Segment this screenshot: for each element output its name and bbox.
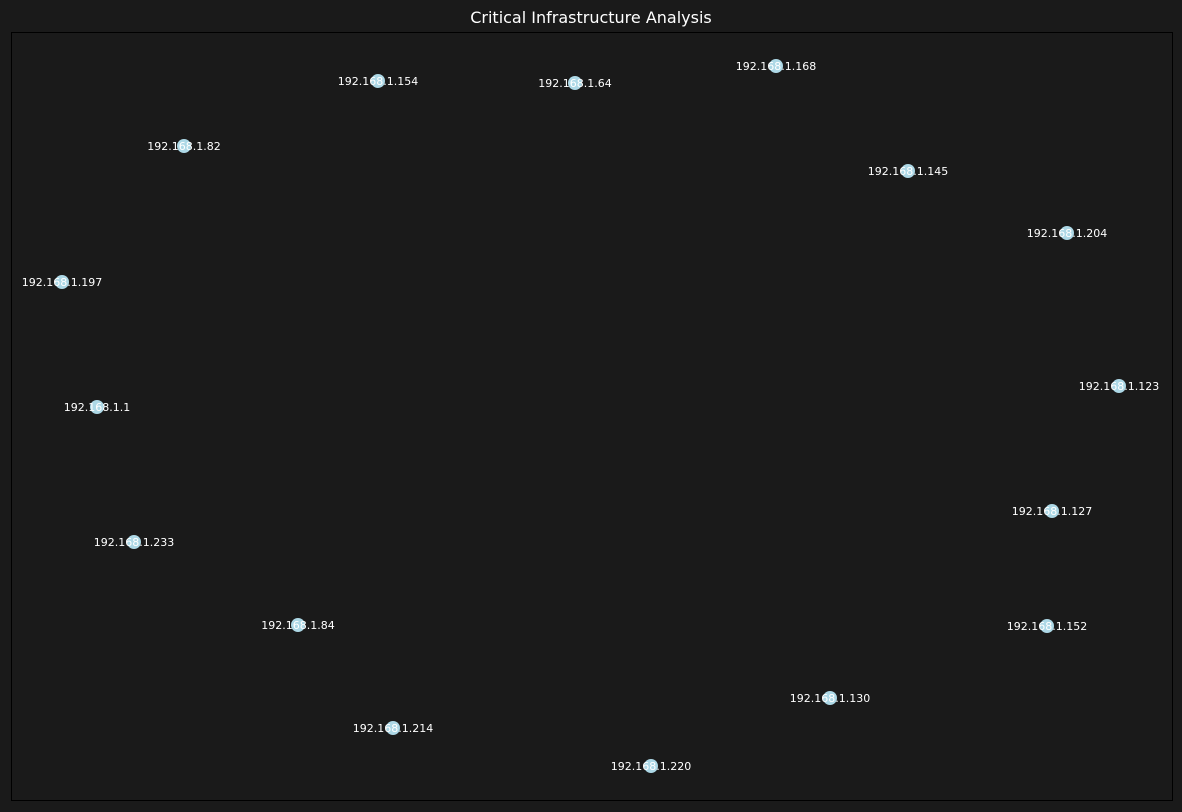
graph-node: 192.168.1.197 (22, 275, 102, 289)
graph-node: 192.168.1.64 (538, 76, 612, 90)
node-label: 192.168.1.233 (94, 536, 174, 549)
graph-node: 192.168.1.145 (868, 164, 948, 178)
graph-node: 192.168.1.220 (611, 759, 691, 773)
node-marker (1112, 379, 1126, 393)
node-marker (1040, 619, 1054, 633)
node-label: 192.168.1.123 (1079, 380, 1159, 393)
graph-node: 192.168.1.233 (94, 535, 174, 549)
node-marker (769, 59, 783, 73)
node-label: 192.168.1.130 (790, 692, 870, 705)
node-label: 192.168.1.145 (868, 165, 948, 178)
node-label: 192.168.1.84 (261, 619, 334, 632)
node-marker (371, 74, 385, 88)
graph-node: 192.168.1.127 (1012, 504, 1092, 518)
node-marker (823, 691, 837, 705)
node-label: 192.168.1.152 (1007, 620, 1087, 633)
plot-area (11, 32, 1173, 801)
node-label: 192.168.1.1 (64, 401, 130, 414)
node-marker (386, 721, 400, 735)
node-label: 192.168.1.64 (538, 77, 611, 90)
node-label: 192.168.1.214 (353, 722, 433, 735)
node-label: 192.168.1.154 (338, 75, 418, 88)
graph-node: 192.168.1.152 (1007, 619, 1087, 633)
node-label: 192.168.1.127 (1012, 505, 1092, 518)
node-marker (1060, 226, 1074, 240)
node-marker (291, 618, 305, 632)
diagram-title: Critical Infrastructure Analysis (470, 8, 712, 27)
node-marker (1045, 504, 1059, 518)
graph-node: 192.168.1.130 (790, 691, 870, 705)
node-label: 192.168.1.204 (1027, 227, 1107, 240)
graph-node: 192.168.1.1 (64, 400, 130, 414)
graph-node: 192.168.1.168 (736, 59, 816, 73)
graph-node: 192.168.1.123 (1079, 379, 1159, 393)
node-marker (177, 139, 191, 153)
node-marker (55, 275, 69, 289)
node-marker (901, 164, 915, 178)
node-label: 192.168.1.197 (22, 276, 102, 289)
node-marker (568, 76, 582, 90)
graph-node: 192.168.1.154 (338, 74, 418, 88)
node-label: 192.168.1.220 (611, 760, 691, 773)
node-marker (90, 400, 104, 414)
graph-node: 192.168.1.84 (261, 618, 335, 632)
graph-node: 192.168.1.204 (1027, 226, 1107, 240)
node-marker (644, 759, 658, 773)
node-marker (127, 535, 141, 549)
node-label: 192.168.1.82 (147, 140, 220, 153)
node-label: 192.168.1.168 (736, 60, 816, 73)
graph-node: 192.168.1.214 (353, 721, 433, 735)
graph-node: 192.168.1.82 (147, 139, 221, 153)
